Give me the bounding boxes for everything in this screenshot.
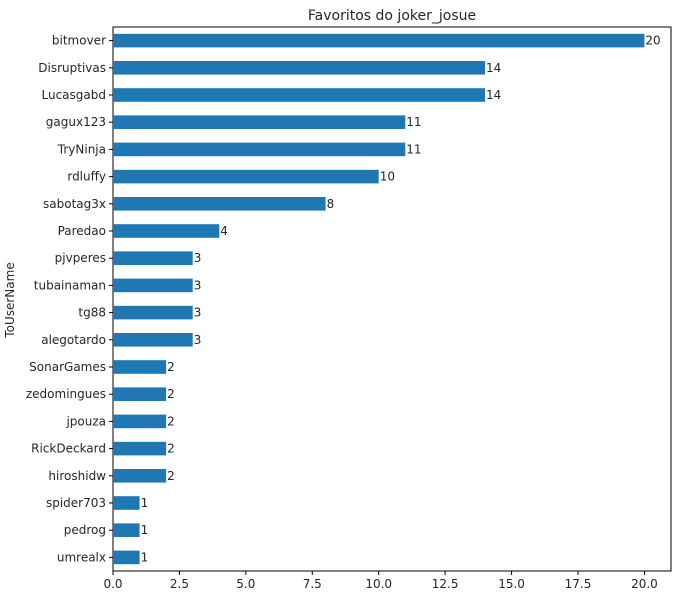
plot-frame [112,26,672,572]
y-tick-label: TryNinja [57,142,106,156]
bar [113,305,193,320]
y-tick-label: tubainaman [34,278,106,292]
bar [113,251,193,265]
chart-title: Favoritos do joker_josue [308,8,476,24]
bar-value-label: 3 [194,333,202,347]
bar [113,197,326,211]
bar-value-label: 1 [141,523,149,537]
bar [113,333,193,347]
x-tick-label: 0.0 [103,577,122,591]
y-tick-label: Lucasgabd [42,88,107,102]
bar-value-label: 2 [167,387,175,401]
y-tick-label: zedomingues [26,387,106,401]
bar-value-label: 1 [141,550,149,564]
bar-value-label: 11 [406,115,421,129]
y-tick-label: Paredao [58,224,106,238]
x-tick-label: 7.5 [303,577,322,591]
x-tick-label: 2.5 [170,577,189,591]
bar-value-label: 4 [220,224,228,238]
bar [113,523,140,537]
y-tick-label: bitmover [52,34,106,48]
bar-value-label: 2 [167,414,175,428]
x-ticks-group: 0.0 2.5 5.0 7.5 10.0 12.5 15.0 17.5 20.0 [103,571,658,591]
bar [113,88,485,102]
bar [113,278,193,293]
bar [113,441,167,456]
bar [113,360,167,374]
bar [113,550,140,565]
bar [113,115,406,129]
bar [113,496,140,510]
x-tick-label: 20.0 [631,577,658,591]
x-tick-label: 5.0 [236,577,255,591]
bar-value-label: 3 [194,251,202,265]
bar [113,169,379,184]
y-tick-label: SonarGames [29,360,106,374]
y-tick-label: pjvperes [55,251,106,265]
bar-value-label: 2 [167,360,175,374]
bar-value-label: 20 [645,34,660,48]
y-tick-label: umrealx [57,550,106,564]
bars-group [113,33,645,565]
bar-value-label: 14 [486,61,501,75]
y-tick-label: Disruptivas [38,61,106,75]
x-tick-label: 12.5 [432,577,459,591]
bar [113,469,167,483]
bar [113,224,220,238]
bar-value-label: 14 [486,88,501,102]
bar-value-label: 10 [380,170,395,184]
y-tick-label: sabotag3x [43,197,106,211]
bar [113,142,406,157]
y-ticks-group: bitmover Disruptivas Lucasgabd gagux123 TryN… [26,34,113,564]
bar [113,414,167,429]
y-tick-label: jpouza [65,414,106,428]
x-tick-label: 17.5 [565,577,592,591]
y-tick-label: RickDeckard [31,442,106,456]
y-tick-label: alegotardo [41,333,106,347]
y-tick-label: pedrog [64,523,106,537]
bar-value-label: 2 [167,469,175,483]
bar [113,387,167,401]
x-tick-label: 15.0 [498,577,525,591]
bar [113,33,645,48]
bar-value-label: 2 [167,442,175,456]
y-tick-label: gagux123 [46,115,106,129]
bar-value-label: 8 [327,197,335,211]
x-tick-label: 10.0 [365,577,392,591]
bar-value-label: 3 [194,306,202,320]
bar [113,61,485,75]
bar-value-label: 3 [194,278,202,292]
y-tick-label: tg88 [78,306,106,320]
bar-value-label: 1 [141,496,149,510]
y-tick-label: spider703 [46,496,106,510]
bar-value-label: 11 [406,142,421,156]
y-tick-label: hiroshidw [48,469,106,483]
y-tick-label: rdluffy [67,170,106,184]
y-axis-label: ToUserName [3,262,17,338]
